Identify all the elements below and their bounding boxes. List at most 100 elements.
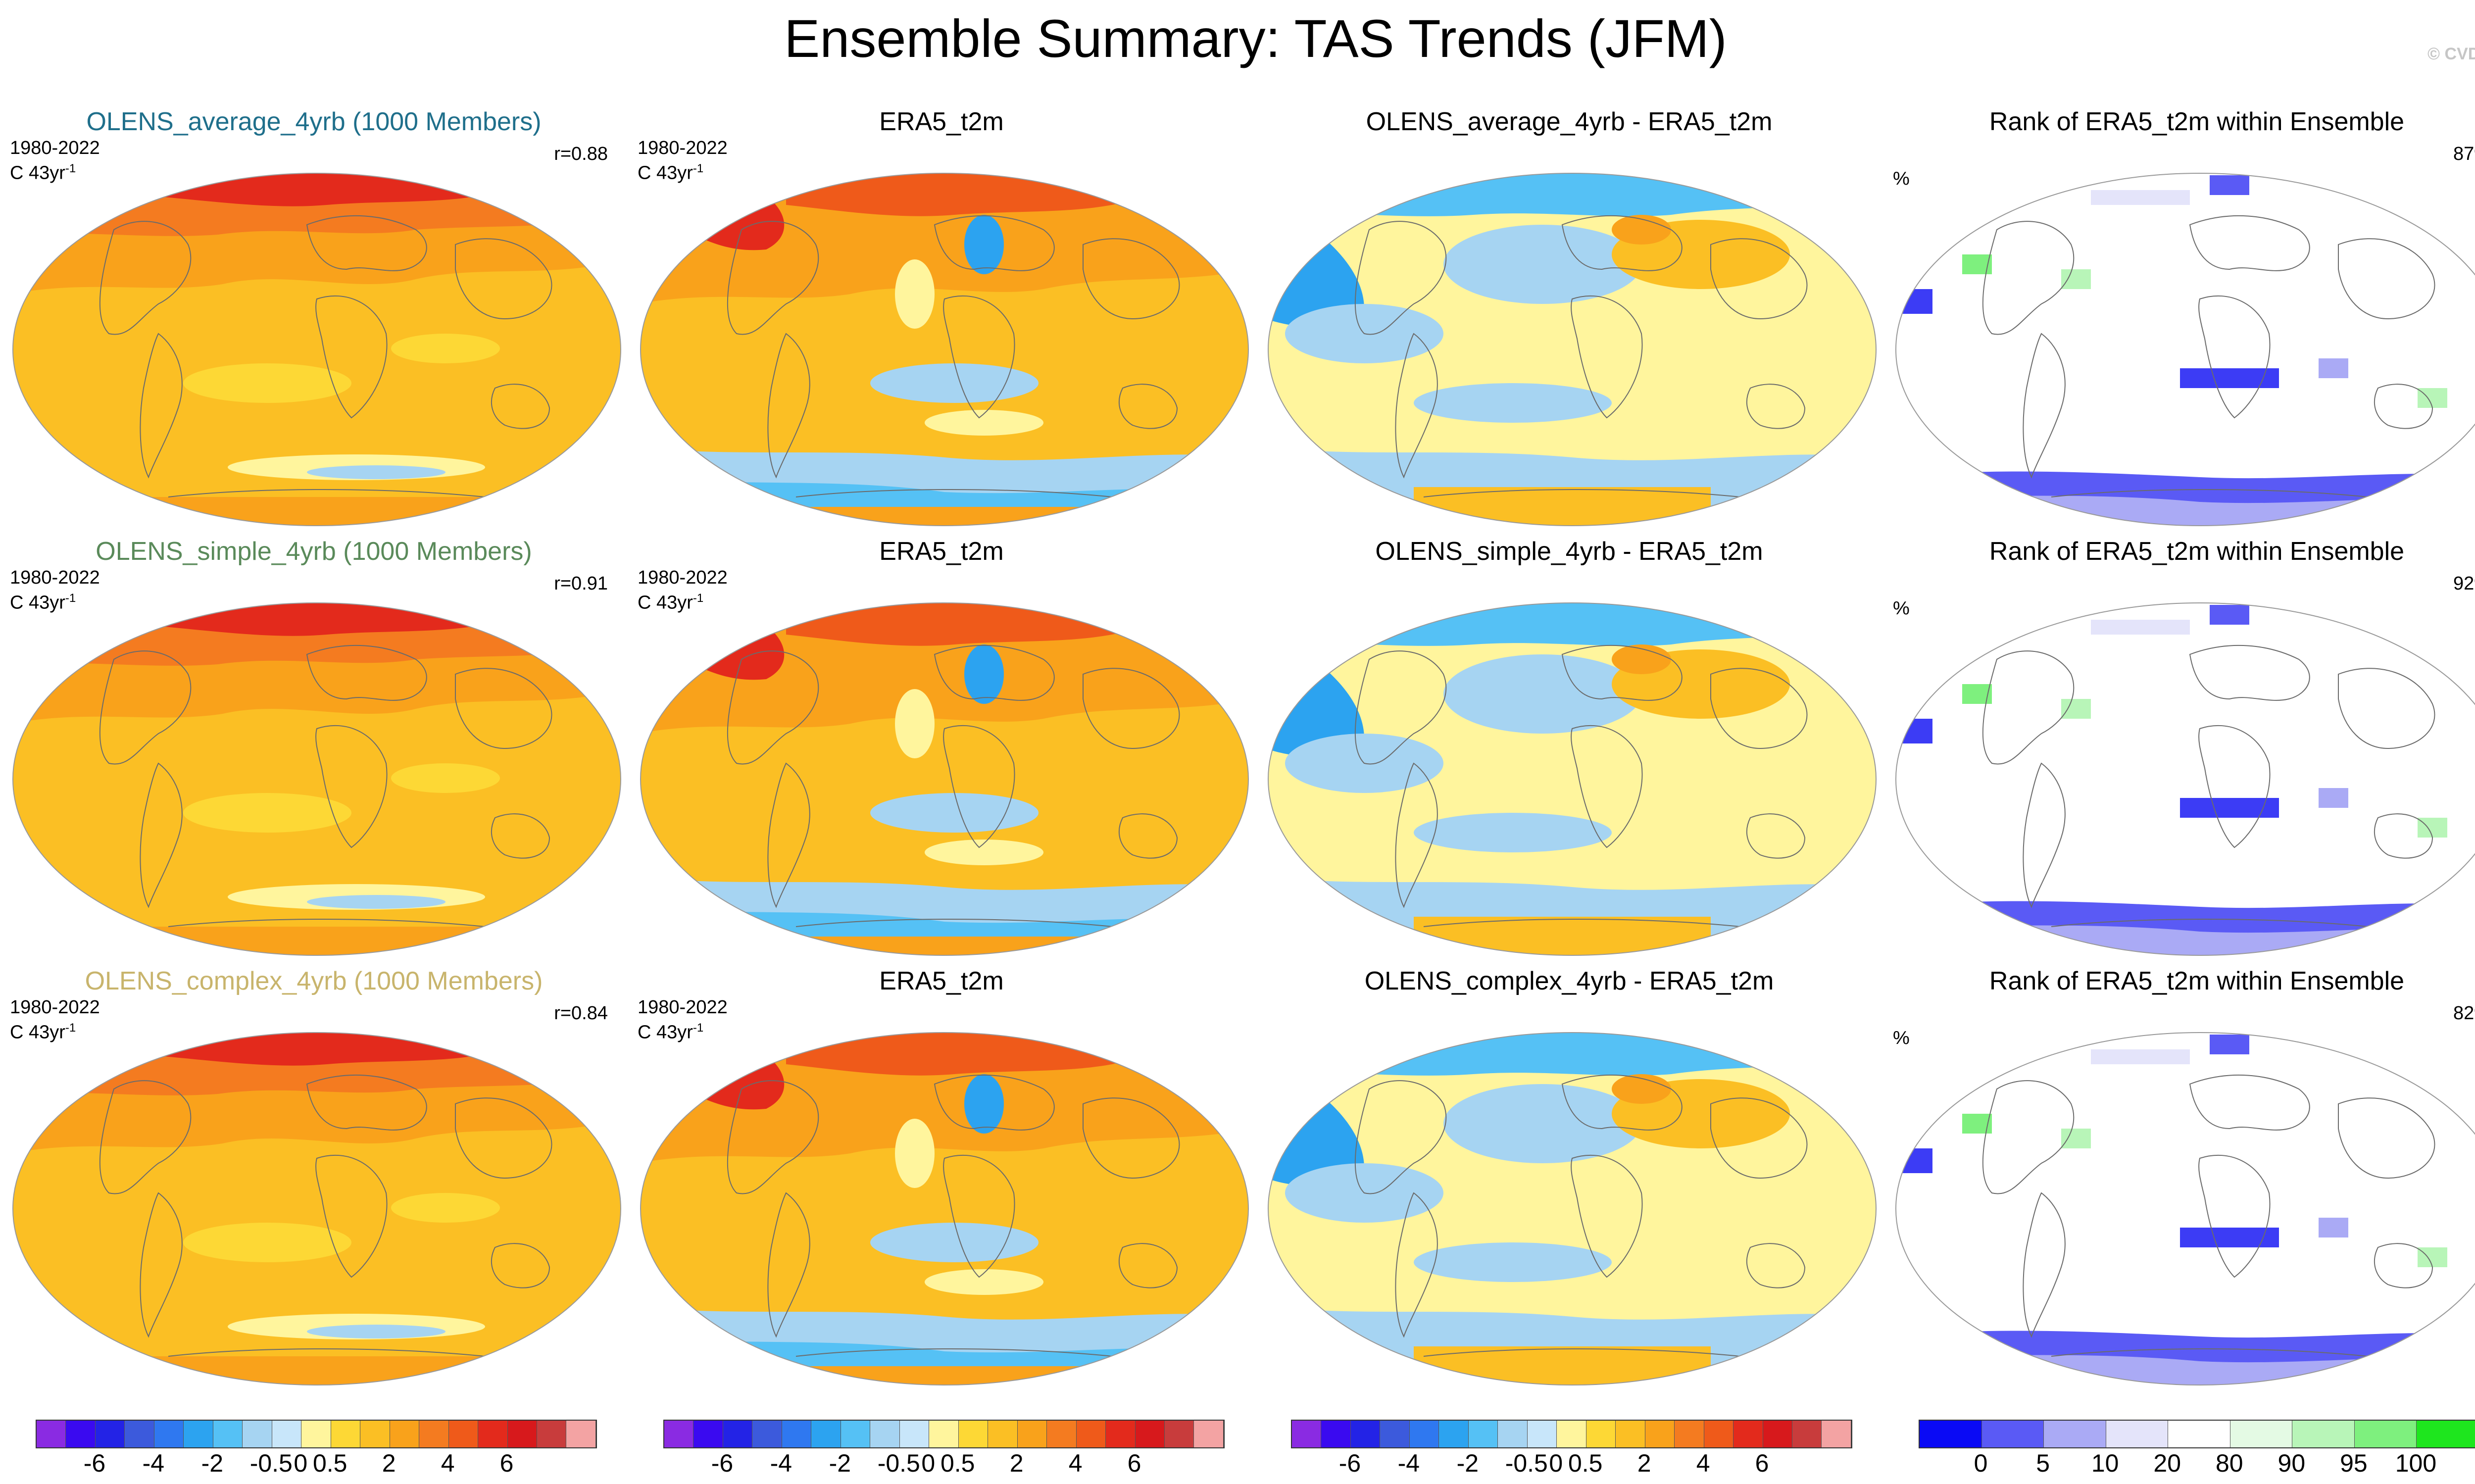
colorbar-box (1704, 1421, 1734, 1447)
colorbar-box (478, 1421, 508, 1447)
colorbar-box (1586, 1421, 1616, 1447)
colorbar-box (213, 1421, 243, 1447)
colorbar-tick-label: 6 (1127, 1449, 1141, 1477)
panel-title: OLENS_simple_4yrb - ERA5_t2m (1375, 537, 1763, 566)
colorbar-tick-label: -4 (1397, 1449, 1420, 1477)
panel-title: OLENS_complex_4yrb - ERA5_t2m (1364, 967, 1774, 995)
colorbar-box (1076, 1421, 1106, 1447)
colorbar-tick-label: 0.5 (312, 1449, 347, 1477)
colorbar-tick-label: 2 (1009, 1449, 1024, 1477)
colorbar-box (958, 1421, 989, 1447)
pattern-correlation: r=0.91 (554, 573, 608, 594)
colorbar-box (2106, 1421, 2169, 1447)
colorbar-tick-label: 100 (2395, 1449, 2437, 1477)
panel-title: OLENS_simple_4yrb (1000 Members) (96, 537, 532, 566)
panel-row3-rank: Rank of ERA5_t2m within Ensemble % 82% (1883, 965, 2475, 1392)
colorbar-box (66, 1421, 96, 1447)
colorbar-box (448, 1421, 479, 1447)
colorbar-box (1135, 1421, 1165, 1447)
period-label: 1980-2022 (10, 997, 100, 1018)
colorbar-box (95, 1421, 125, 1447)
colorbar-box (1292, 1421, 1322, 1447)
colorbar-box (537, 1421, 567, 1447)
colorbar-box (1763, 1421, 1792, 1447)
colorbar-tick-label: -6 (711, 1449, 734, 1477)
colorbar-trend: -6 -4 -2 -0.5 0 0.5 2 4 6 (36, 1416, 597, 1482)
colorbar-box (811, 1421, 841, 1447)
colorbar-tick-label: 4 (1068, 1449, 1083, 1477)
difference-map (1265, 1030, 1879, 1388)
difference-map (1265, 600, 1879, 958)
panel-row3-model: OLENS_complex_4yrb (1000 Members) 1980-2… (0, 965, 628, 1392)
colorbar-box (1557, 1421, 1586, 1447)
rank-map (1893, 600, 2475, 958)
units-label: C 43yr-1 (10, 592, 76, 613)
colorbar-tick-label: -2 (201, 1449, 224, 1477)
colorbar-box (1164, 1421, 1194, 1447)
colorbar-box (1527, 1421, 1557, 1447)
colorbar-box (723, 1421, 753, 1447)
figure-title: Ensemble Summary: TAS Trends (JFM) (784, 8, 1727, 68)
panel-row2-rank: Rank of ERA5_t2m within Ensemble % 92% (1883, 536, 2475, 962)
trend-map (10, 170, 624, 529)
colorbar-box (1645, 1421, 1675, 1447)
colorbar-tick-label: -2 (829, 1449, 851, 1477)
panel-row1-diff: OLENS_average_4yrb - ERA5_t2m (1255, 106, 1883, 533)
colorbar-box (125, 1421, 154, 1447)
panel-title: ERA5_t2m (879, 537, 1004, 566)
colorbar-box (2292, 1421, 2355, 1447)
rank-unit-label: % (1893, 168, 1910, 189)
copyright-watermark: © CVDP (2427, 45, 2475, 63)
panel-row1-obs: ERA5_t2m 1980-2022 C 43yr-1 (628, 106, 1255, 533)
colorbar-box (929, 1421, 959, 1447)
colorbar-trend: -6 -4 -2 -0.5 0 0.5 2 4 6 (663, 1416, 1225, 1482)
colorbar-box (154, 1421, 184, 1447)
colorbar-tick-label: -6 (1338, 1449, 1361, 1477)
units-label: C 43yr-1 (638, 592, 704, 613)
colorbar-box (301, 1421, 331, 1447)
colorbar-box (693, 1421, 723, 1447)
colorbar-box (1439, 1421, 1469, 1447)
colorbar-tick-label: 5 (2036, 1449, 2050, 1477)
trend-map (10, 1030, 624, 1388)
colorbar-box (664, 1421, 694, 1447)
colorbar-box (272, 1421, 302, 1447)
colorbar-tick-label: 0.5 (940, 1449, 975, 1477)
colorbar-box (899, 1421, 930, 1447)
panel-row3-diff: OLENS_complex_4yrb - ERA5_t2m (1255, 965, 1883, 1392)
panel-title: OLENS_average_4yrb (1000 Members) (86, 107, 542, 136)
trend-map (638, 1030, 1251, 1388)
colorbar-tick-label: -0.5 (1505, 1449, 1548, 1477)
colorbar-tick-label: 0 (921, 1449, 936, 1477)
colorbar-box (2417, 1421, 2475, 1447)
units-label: C 43yr-1 (10, 162, 76, 184)
colorbar-box (2354, 1421, 2417, 1447)
colorbar-tick-label: 4 (441, 1449, 455, 1477)
colorbar-box (1017, 1421, 1047, 1447)
trend-map (638, 600, 1251, 958)
pattern-correlation: r=0.84 (554, 1003, 608, 1024)
colorbar-rank: 0 5 10 20 80 90 95 100 (1919, 1416, 2475, 1482)
colorbar-box (752, 1421, 782, 1447)
panel-row3-obs: ERA5_t2m 1980-2022 C 43yr-1 (628, 965, 1255, 1392)
colorbar-box (507, 1421, 537, 1447)
colorbar-box (1194, 1421, 1224, 1447)
colorbar-boxes (36, 1420, 597, 1448)
panel-row1-model: OLENS_average_4yrb (1000 Members) 1980-2… (0, 106, 628, 533)
difference-map (1265, 170, 1879, 529)
rank-unit-label: % (1893, 1028, 1910, 1048)
colorbar-box (37, 1421, 66, 1447)
colorbar-box (2168, 1421, 2230, 1447)
period-label: 1980-2022 (638, 138, 728, 158)
colorbar-box (1321, 1421, 1351, 1447)
period-label: 1980-2022 (638, 567, 728, 588)
colorbar-tick-label: -6 (83, 1449, 106, 1477)
colorbar-tick-label: 2 (1637, 1449, 1651, 1477)
colorbar-tick-label: 80 (2215, 1449, 2243, 1477)
rank-percent: 92% (2453, 573, 2475, 594)
rank-percent: 87% (2453, 144, 2475, 164)
period-label: 1980-2022 (638, 997, 728, 1018)
rank-percent: 82% (2453, 1003, 2475, 1024)
colorbar-box (1822, 1421, 1851, 1447)
colorbar-box (988, 1421, 1018, 1447)
